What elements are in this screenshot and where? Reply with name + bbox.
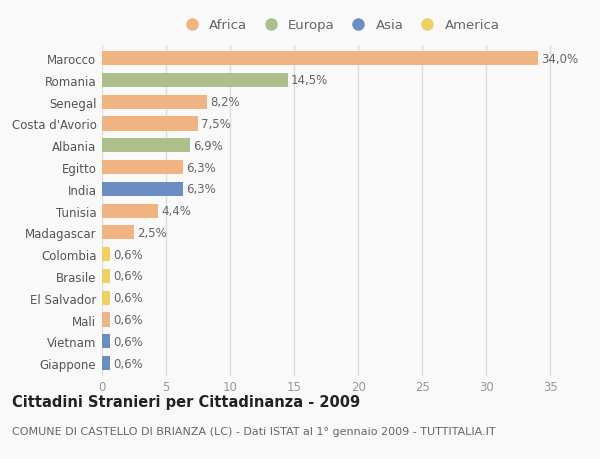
Text: 0,6%: 0,6%	[113, 248, 143, 261]
Bar	[102, 247, 110, 262]
Text: 0,6%: 0,6%	[113, 291, 143, 305]
Text: 34,0%: 34,0%	[541, 52, 578, 66]
Bar	[102, 52, 538, 66]
Text: 6,9%: 6,9%	[194, 140, 223, 152]
Bar	[102, 226, 134, 240]
Text: 8,2%: 8,2%	[210, 96, 240, 109]
Text: 7,5%: 7,5%	[201, 118, 231, 131]
Text: COMUNE DI CASTELLO DI BRIANZA (LC) - Dati ISTAT al 1° gennaio 2009 - TUTTITALIA.: COMUNE DI CASTELLO DI BRIANZA (LC) - Dat…	[12, 426, 496, 436]
Bar	[102, 161, 183, 175]
Text: 0,6%: 0,6%	[113, 357, 143, 370]
Bar	[102, 139, 190, 153]
Text: Cittadini Stranieri per Cittadinanza - 2009: Cittadini Stranieri per Cittadinanza - 2…	[12, 394, 360, 409]
Bar	[102, 356, 110, 370]
Bar	[102, 73, 288, 88]
Bar	[102, 117, 198, 131]
Text: 6,3%: 6,3%	[186, 161, 215, 174]
Bar	[102, 204, 158, 218]
Bar	[102, 291, 110, 305]
Bar	[102, 313, 110, 327]
Bar	[102, 182, 183, 196]
Legend: Africa, Europa, Asia, America: Africa, Europa, Asia, America	[179, 19, 499, 33]
Bar	[102, 95, 207, 110]
Bar	[102, 269, 110, 283]
Text: 0,6%: 0,6%	[113, 313, 143, 326]
Text: 14,5%: 14,5%	[291, 74, 328, 87]
Bar	[102, 335, 110, 349]
Text: 0,6%: 0,6%	[113, 270, 143, 283]
Text: 2,5%: 2,5%	[137, 226, 167, 239]
Text: 0,6%: 0,6%	[113, 335, 143, 348]
Text: 6,3%: 6,3%	[186, 183, 215, 196]
Text: 4,4%: 4,4%	[161, 205, 191, 218]
